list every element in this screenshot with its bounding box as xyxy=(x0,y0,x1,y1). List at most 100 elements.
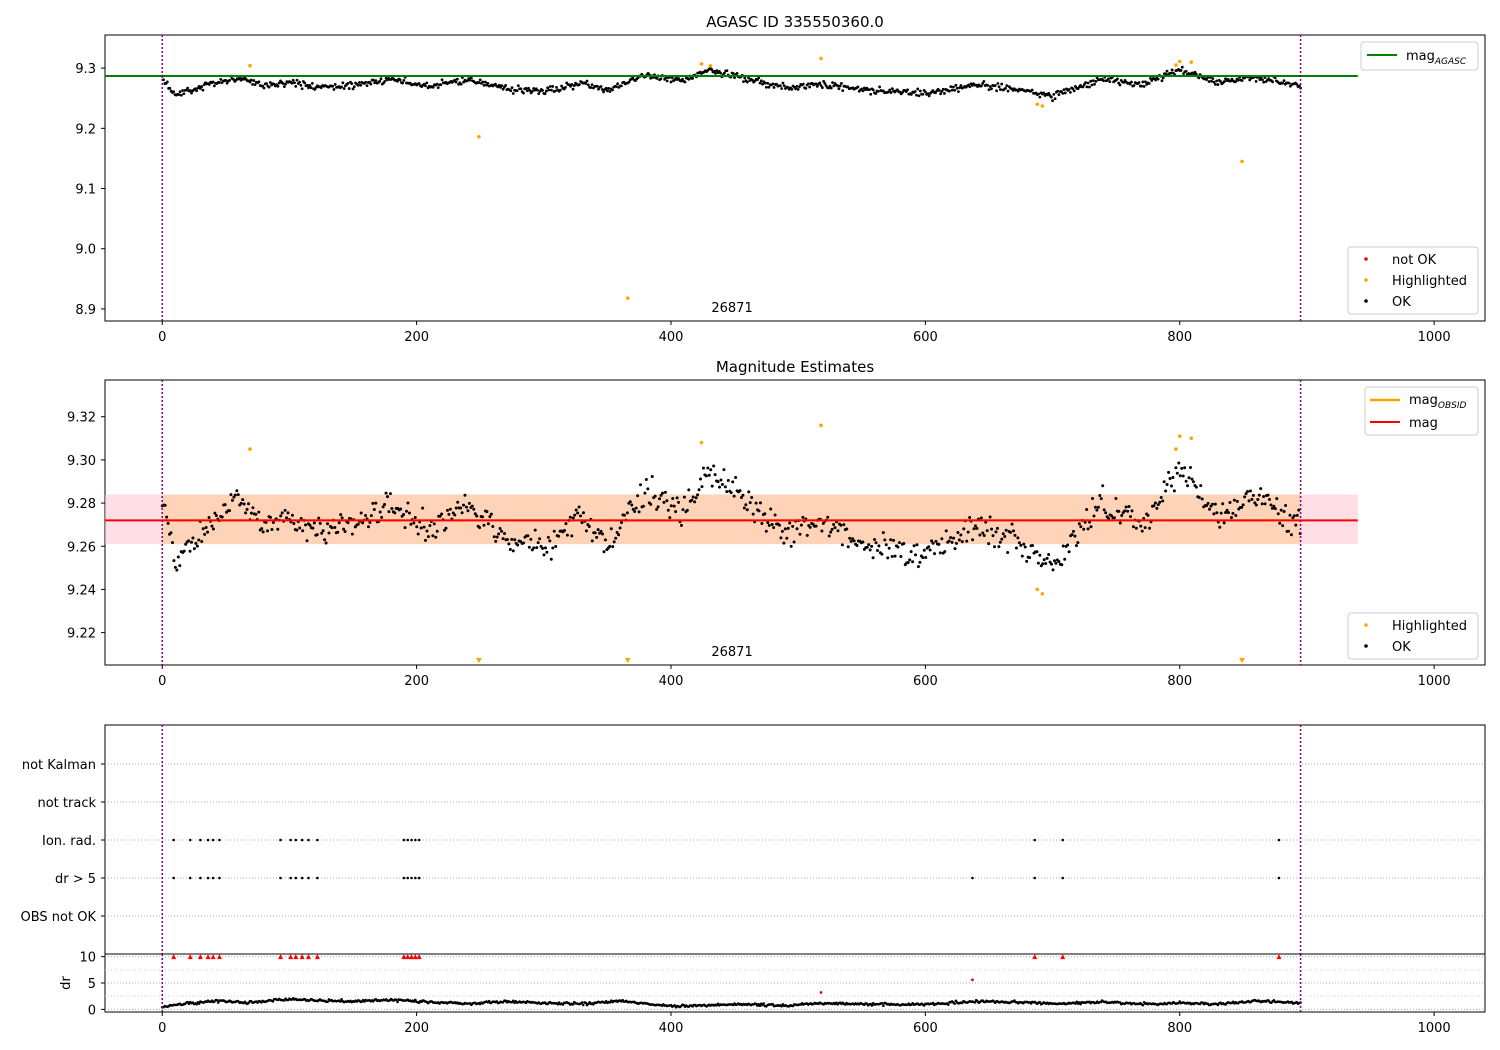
dr-clipped-marker xyxy=(293,954,299,960)
mag-ok-point xyxy=(867,543,871,547)
mag-ok-point xyxy=(668,516,672,520)
flag-point xyxy=(414,838,417,842)
mag-ok-point xyxy=(1228,501,1232,505)
mag-ok-point xyxy=(957,538,961,542)
agasc-ok-point xyxy=(950,88,954,92)
mag-ok-point xyxy=(305,539,309,543)
dr-clipped-marker xyxy=(187,954,193,960)
mag-ok-point xyxy=(1038,553,1042,557)
agasc-ok-point xyxy=(207,83,211,86)
mag-ok-point xyxy=(1241,503,1245,507)
agasc-ok-point xyxy=(356,83,360,87)
mag-ok-point xyxy=(503,532,507,536)
mag-ok-point xyxy=(700,485,704,489)
agasc-ok-point xyxy=(915,93,918,97)
mag-ok-point xyxy=(1070,533,1074,537)
mag-ok-point xyxy=(495,535,499,539)
mag-ok-point xyxy=(1227,511,1231,515)
agasc-ok-point xyxy=(1062,88,1066,92)
mag-ok-point xyxy=(1110,514,1114,518)
mag-ok-point xyxy=(201,527,205,531)
mag-ok-point xyxy=(719,478,723,482)
mag-ok-point xyxy=(574,508,578,512)
mag-ok-point xyxy=(696,493,700,497)
agasc-ok-point xyxy=(767,85,771,89)
agasc-ok-point xyxy=(1091,79,1095,83)
mag-ok-point xyxy=(786,526,790,530)
agasc-ok-point xyxy=(683,80,687,84)
mag-point-legend-label: Highlighted xyxy=(1392,619,1467,634)
flag-point xyxy=(417,876,421,880)
mag-highlighted-point xyxy=(1040,591,1045,596)
agasc-ok-point xyxy=(585,79,589,83)
agasc-ok-point xyxy=(954,83,958,87)
agasc-ok-point xyxy=(1094,79,1098,83)
mag-ok-point xyxy=(1171,476,1175,480)
agasc-ok-point xyxy=(466,79,469,83)
mag-ok-point xyxy=(554,545,558,549)
mag-ok-point xyxy=(777,523,781,527)
mag-ok-point xyxy=(456,500,460,504)
mag-ok-point xyxy=(492,535,496,539)
agasc-ok-point xyxy=(186,86,190,90)
agasc-x-tick-label: 200 xyxy=(404,330,429,345)
agasc-ok-point xyxy=(228,78,232,82)
agasc-ok-point xyxy=(916,87,920,91)
mag-ok-point xyxy=(669,504,673,508)
agasc-ok-point xyxy=(268,81,272,84)
mag-ok-point xyxy=(565,533,569,537)
mag-ok-point xyxy=(881,531,885,535)
mag-ok-point xyxy=(1036,561,1040,565)
mag-ok-point xyxy=(971,538,975,542)
mag-ok-point xyxy=(1079,525,1083,529)
mag-ok-point xyxy=(801,515,805,519)
agasc-ok-point xyxy=(670,76,674,80)
agasc-ok-point xyxy=(303,81,307,85)
mag-ok-point xyxy=(691,495,695,499)
agasc-ok-point xyxy=(1047,91,1051,95)
dr-clipped-marker xyxy=(409,954,415,960)
agasc-ok-point xyxy=(249,78,253,82)
flag-point xyxy=(1277,876,1281,880)
mag-ok-point xyxy=(915,543,919,547)
mag-ok-point xyxy=(770,523,774,527)
agasc-ok-point xyxy=(571,87,575,91)
mag-ok-point xyxy=(855,543,859,547)
mag-ok-point xyxy=(767,523,771,527)
agasc-ok-point xyxy=(778,84,782,88)
agasc-ok-point xyxy=(814,82,818,86)
mag-ok-point xyxy=(798,532,802,536)
mag-ok-point xyxy=(245,507,249,511)
mag-ok-point xyxy=(1076,541,1080,545)
mag-ok-point xyxy=(1010,522,1014,526)
mag-ok-point xyxy=(1139,524,1143,528)
mag-ok-point xyxy=(447,512,451,516)
mag-ok-point xyxy=(978,533,982,537)
mag-ok-point xyxy=(1234,514,1238,518)
mag-ok-point xyxy=(266,529,270,533)
agasc-ok-point xyxy=(537,92,541,95)
dr-ok-point xyxy=(880,1002,884,1005)
mag-ok-point xyxy=(966,530,970,534)
mid-chart-title: Magnitude Estimates xyxy=(716,358,874,376)
mag-ok-point xyxy=(172,559,176,563)
mag-ok-point xyxy=(622,513,626,517)
mag-ok-point xyxy=(1172,489,1176,493)
agasc-ok-point xyxy=(510,86,514,90)
mag-ok-point xyxy=(466,509,470,513)
mag-ok-point xyxy=(984,520,988,524)
mag-ok-point xyxy=(679,523,683,527)
mag-ok-point xyxy=(747,490,751,494)
mag-ok-point xyxy=(1096,505,1100,509)
mag-ok-point xyxy=(260,527,264,531)
agasc-ok-point xyxy=(771,82,775,86)
agasc-ok-point xyxy=(251,83,254,86)
mag-ok-point xyxy=(552,529,556,533)
mag-ok-point xyxy=(982,533,986,537)
agasc-ok-point xyxy=(941,87,945,91)
mag-ok-point xyxy=(541,546,545,550)
mag-ok-point xyxy=(1188,466,1192,470)
flag-point xyxy=(316,876,319,880)
mag-ok-point xyxy=(682,495,686,499)
agasc-ok-point xyxy=(1057,93,1061,97)
